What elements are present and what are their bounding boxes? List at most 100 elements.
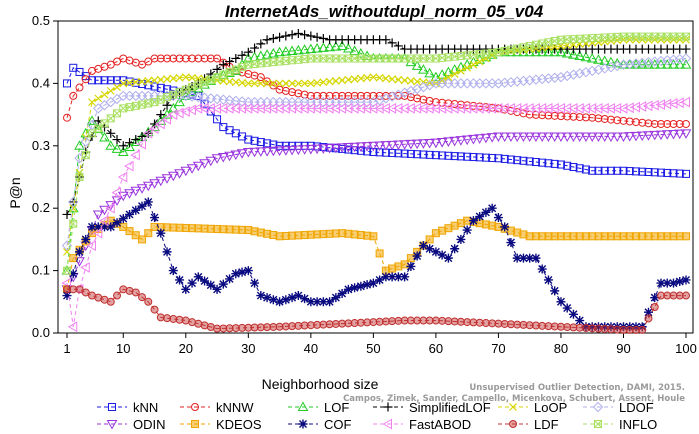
data-point: [144, 229, 153, 238]
data-point: [137, 201, 147, 211]
data-point: [511, 103, 522, 114]
data-point: [343, 284, 353, 294]
data-point: [612, 60, 623, 72]
data-point: [117, 171, 128, 183]
x-tick-label: 70: [491, 341, 505, 356]
data-point: [261, 147, 273, 157]
data-point: [599, 63, 610, 74]
data-point: [400, 149, 409, 158]
data-point: [519, 320, 528, 329]
data-point: [531, 253, 541, 263]
data-point: [361, 103, 372, 114]
data-point: [305, 144, 317, 155]
data-point: [155, 118, 165, 130]
y-tick-label: 0.4: [32, 75, 50, 90]
data-point: [318, 33, 328, 43]
data-point: [399, 87, 410, 98]
data-point: [675, 169, 684, 178]
data-point: [318, 297, 328, 307]
data-point: [442, 103, 453, 114]
data-point: [494, 319, 503, 328]
data-point: [544, 111, 553, 120]
data-point: [463, 63, 472, 72]
data-point: [375, 249, 384, 258]
data-point: [187, 278, 197, 288]
legend-item-knnw: kNNW: [180, 400, 254, 415]
data-point: [450, 244, 460, 254]
data-point: [468, 216, 478, 226]
data-point: [124, 160, 134, 172]
data-point: [325, 77, 334, 86]
data-point: [505, 132, 517, 142]
data-point: [237, 267, 247, 277]
data-point: [524, 132, 536, 142]
data-point: [236, 149, 248, 159]
data-point: [356, 74, 365, 83]
data-point: [99, 131, 110, 142]
data-point: [493, 213, 503, 223]
data-point: [356, 318, 365, 327]
data-point: [250, 323, 259, 332]
data-point: [61, 277, 71, 289]
data-point: [342, 103, 353, 114]
data-point: [561, 47, 573, 58]
data-point: [638, 167, 647, 176]
data-point: [199, 92, 210, 103]
data-point: [306, 31, 316, 41]
data-point: [386, 103, 397, 114]
data-point: [356, 146, 365, 155]
data-point: [494, 154, 503, 163]
data-point: [519, 156, 528, 165]
data-point: [256, 323, 265, 332]
data-point: [81, 234, 91, 244]
data-point: [488, 153, 497, 162]
x-tick-label: 40: [304, 341, 318, 356]
data-point: [267, 146, 279, 157]
data-point: [406, 76, 415, 85]
data-point: [131, 288, 140, 297]
data-point: [461, 103, 472, 114]
data-point: [493, 132, 504, 142]
x-tick-label: 10: [116, 341, 130, 356]
data-point: [63, 285, 71, 294]
data-point: [225, 274, 235, 284]
data-point: [249, 147, 260, 158]
data-point: [382, 418, 392, 430]
data-point: [63, 79, 71, 88]
data-point: [387, 272, 397, 282]
data-point: [636, 131, 648, 142]
data-point: [568, 309, 578, 319]
data-point: [150, 82, 159, 91]
data-point: [375, 275, 385, 285]
data-point: [568, 132, 579, 142]
data-point: [274, 103, 284, 114]
data-point: [175, 315, 184, 324]
legend-label: LOF: [324, 400, 349, 415]
data-point: [593, 132, 604, 142]
data-point: [175, 275, 185, 285]
data-point: [455, 136, 467, 146]
data-point: [461, 135, 473, 146]
data-point: [69, 63, 78, 72]
data-point: [192, 103, 203, 114]
data-point: [380, 103, 390, 114]
data-point: [513, 156, 522, 165]
data-point: [444, 317, 453, 326]
data-point: [438, 151, 447, 160]
data-point: [506, 320, 515, 329]
data-point: [393, 41, 403, 51]
data-point: [480, 133, 492, 144]
data-point: [425, 316, 434, 325]
data-point: [488, 319, 497, 328]
data-point: [131, 231, 140, 240]
data-point: [331, 91, 340, 100]
plot-frame: [57, 20, 694, 334]
data-point: [580, 132, 592, 142]
data-point: [436, 138, 448, 148]
data-point: [125, 138, 135, 148]
data-point: [144, 76, 153, 85]
data-point: [150, 305, 159, 314]
data-point: [81, 151, 90, 160]
data-point: [294, 79, 303, 88]
